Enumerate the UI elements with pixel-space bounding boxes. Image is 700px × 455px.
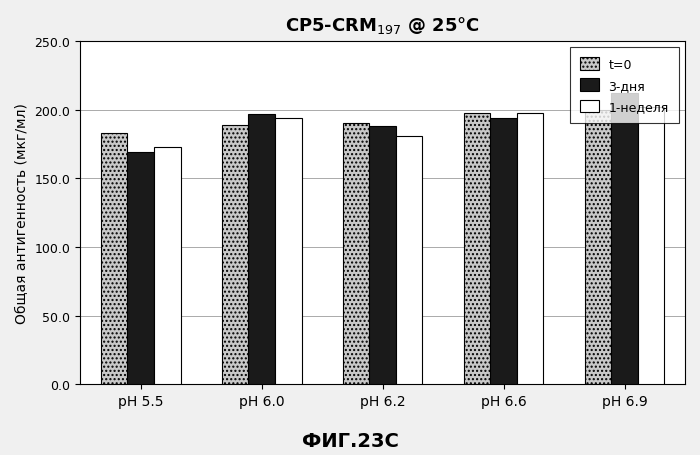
- Y-axis label: Общая антигенность (мкг/мл): Общая антигенность (мкг/мл): [15, 103, 29, 324]
- Bar: [611, 94, 638, 384]
- Text: ФИГ.23C: ФИГ.23C: [302, 431, 398, 450]
- Bar: [517, 113, 543, 384]
- Bar: [127, 153, 154, 384]
- Bar: [343, 124, 370, 384]
- Bar: [584, 111, 611, 384]
- Bar: [154, 147, 181, 384]
- Title: CP5-CRM$_{197}$ @ 25°C: CP5-CRM$_{197}$ @ 25°C: [285, 15, 480, 36]
- Legend: t=0, 3-дня, 1-неделя: t=0, 3-дня, 1-неделя: [570, 48, 679, 124]
- Bar: [275, 119, 302, 384]
- Bar: [396, 136, 423, 384]
- Bar: [638, 108, 664, 384]
- Bar: [248, 115, 275, 384]
- Bar: [463, 113, 490, 384]
- Bar: [370, 127, 396, 384]
- Bar: [490, 119, 517, 384]
- Bar: [101, 134, 127, 384]
- Bar: [222, 126, 248, 384]
